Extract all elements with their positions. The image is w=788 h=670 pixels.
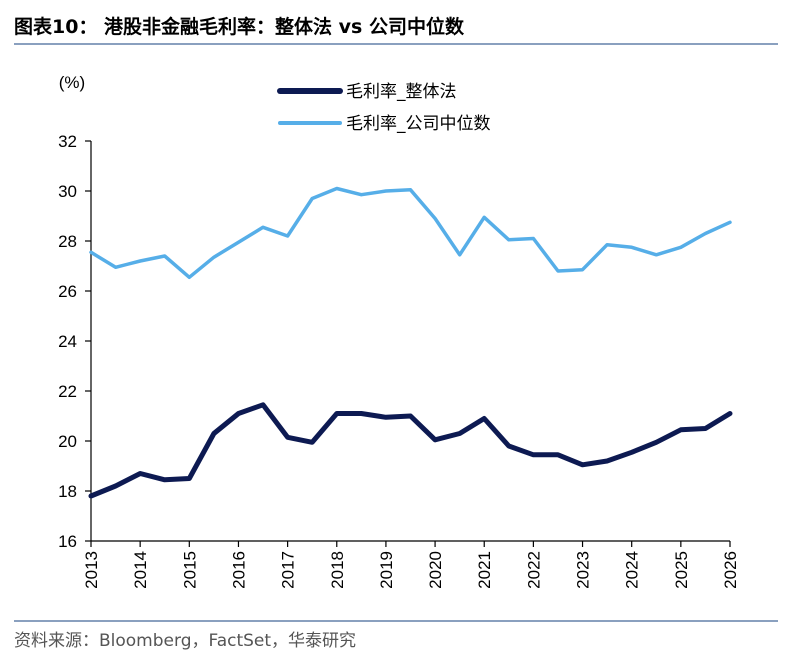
x-tick-label: 2014 — [131, 551, 150, 589]
y-tick-label: 18 — [58, 482, 77, 501]
y-tick-label: 24 — [58, 332, 77, 351]
source-note: 资料来源：Bloomberg，FactSet，华泰研究 — [14, 631, 357, 651]
series-line-median — [89, 186, 732, 280]
x-tick-label: 2025 — [672, 551, 691, 589]
y-tick-label: 30 — [58, 182, 77, 201]
x-tick-label: 2020 — [426, 551, 445, 589]
legend-label-median: 毛利率_公司中位数 — [346, 114, 491, 134]
title-divider — [14, 43, 778, 45]
x-tick-label: 2017 — [279, 551, 298, 589]
x-tick-label: 2013 — [82, 551, 101, 589]
x-tick-label: 2024 — [623, 551, 642, 589]
series-layer — [88, 186, 733, 499]
y-tick-label: 20 — [58, 432, 77, 451]
legend-label-overall: 毛利率_整体法 — [346, 82, 457, 102]
y-axis-label: (%) — [59, 73, 85, 92]
y-tick-label: 22 — [58, 382, 77, 401]
figure-title: 图表10： 港股非金融毛利率：整体法 vs 公司中位数 — [14, 16, 464, 38]
series-line-overall — [88, 402, 733, 499]
y-tick-label: 26 — [58, 282, 77, 301]
x-tick-label: 2022 — [524, 551, 543, 589]
x-tick-label: 2019 — [377, 551, 396, 589]
footer-divider — [14, 620, 778, 622]
x-tick-label: 2026 — [721, 551, 740, 589]
x-tick-label: 2015 — [180, 551, 199, 589]
x-tick-label: 2023 — [574, 551, 593, 589]
y-tick-label: 16 — [58, 532, 77, 551]
y-tick-label: 32 — [58, 132, 77, 151]
x-tick-label: 2018 — [328, 551, 347, 589]
y-tick-label: 28 — [58, 232, 77, 251]
x-tick-label: 2021 — [475, 551, 494, 589]
x-tick-label: 2016 — [229, 551, 248, 589]
